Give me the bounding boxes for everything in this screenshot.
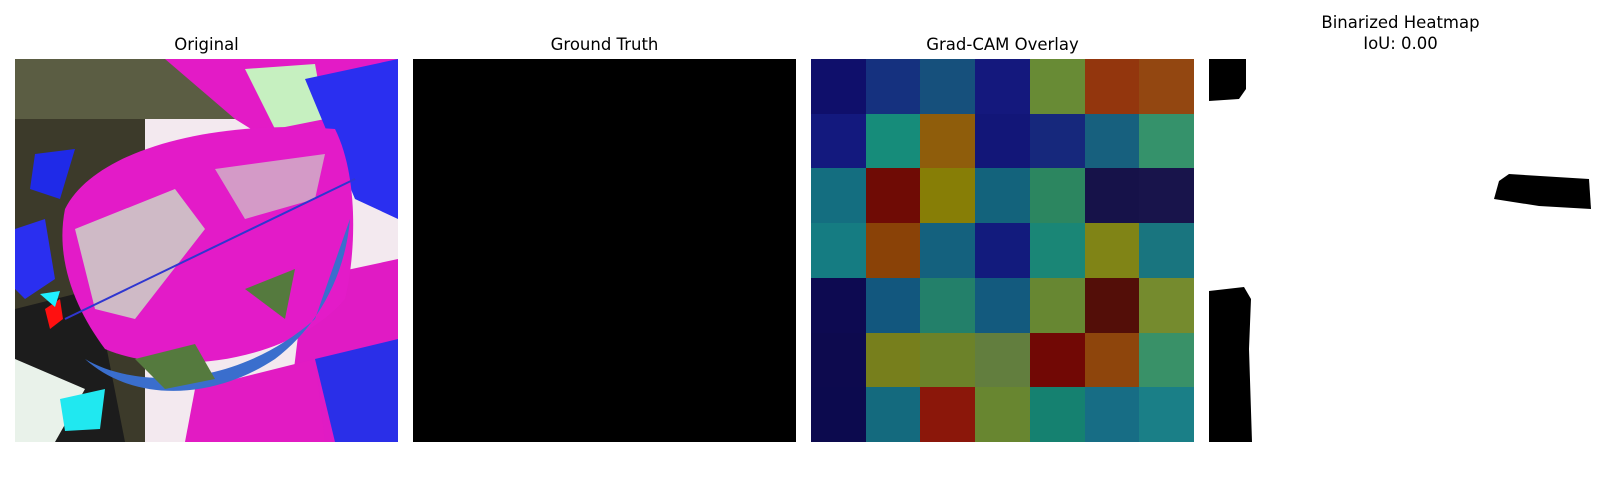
gradcam-cell xyxy=(1139,333,1194,388)
gradcam-cell xyxy=(975,114,1030,169)
gradcam-cell xyxy=(975,278,1030,333)
gradcam-cell xyxy=(866,114,921,169)
gradcam-cell xyxy=(1085,278,1140,333)
ground-truth-panel-title: Ground Truth xyxy=(413,34,796,55)
gradcam-cell xyxy=(1030,114,1085,169)
gradcam-cell xyxy=(920,387,975,442)
gradcam-cell xyxy=(1139,114,1194,169)
gradcam-cell xyxy=(811,278,866,333)
gradcam-cell xyxy=(975,59,1030,114)
gradcam-cell xyxy=(920,59,975,114)
gradcam-cell xyxy=(920,168,975,223)
gradcam-cell xyxy=(811,168,866,223)
gradcam-cell xyxy=(1139,168,1194,223)
gradcam-cell xyxy=(1085,59,1140,114)
gradcam-cell xyxy=(866,168,921,223)
gradcam-cell xyxy=(1085,114,1140,169)
original-image xyxy=(15,59,398,442)
gradcam-cell xyxy=(1030,333,1085,388)
gradcam-cell xyxy=(1085,168,1140,223)
gradcam-cell xyxy=(866,333,921,388)
binarized-heatmap xyxy=(1209,59,1592,442)
gradcam-cell xyxy=(866,59,921,114)
gradcam-cell xyxy=(975,333,1030,388)
gradcam-cell xyxy=(920,333,975,388)
gradcam-cell xyxy=(920,278,975,333)
gradcam-panel-title: Grad-CAM Overlay xyxy=(811,34,1194,55)
gradcam-cell xyxy=(1030,278,1085,333)
gradcam-cell xyxy=(811,114,866,169)
gradcam-cell xyxy=(866,278,921,333)
original-panel-title: Original xyxy=(15,34,398,55)
gradcam-cell xyxy=(1030,387,1085,442)
gradcam-cell xyxy=(1139,387,1194,442)
gradcam-cell xyxy=(811,333,866,388)
gradcam-cell xyxy=(975,387,1030,442)
gradcam-cell xyxy=(920,114,975,169)
gradcam-grid xyxy=(811,59,1194,442)
gradcam-overlay xyxy=(811,59,1194,442)
gradcam-cell xyxy=(1085,223,1140,278)
gradcam-cell xyxy=(1139,59,1194,114)
gradcam-cell xyxy=(1085,387,1140,442)
gradcam-cell xyxy=(866,387,921,442)
gradcam-cell xyxy=(1085,333,1140,388)
gradcam-cell xyxy=(1139,278,1194,333)
gradcam-cell xyxy=(975,223,1030,278)
ground-truth-mask xyxy=(413,59,796,442)
binarized-panel-title: Binarized Heatmap IoU: 0.00 xyxy=(1209,12,1592,54)
gradcam-cell xyxy=(1030,168,1085,223)
gradcam-cell xyxy=(1030,59,1085,114)
gradcam-cell xyxy=(1139,223,1194,278)
gradcam-cell xyxy=(1030,223,1085,278)
gradcam-cell xyxy=(811,223,866,278)
gradcam-cell xyxy=(975,168,1030,223)
gradcam-cell xyxy=(866,223,921,278)
gradcam-cell xyxy=(811,59,866,114)
gradcam-cell xyxy=(920,223,975,278)
gradcam-cell xyxy=(811,387,866,442)
